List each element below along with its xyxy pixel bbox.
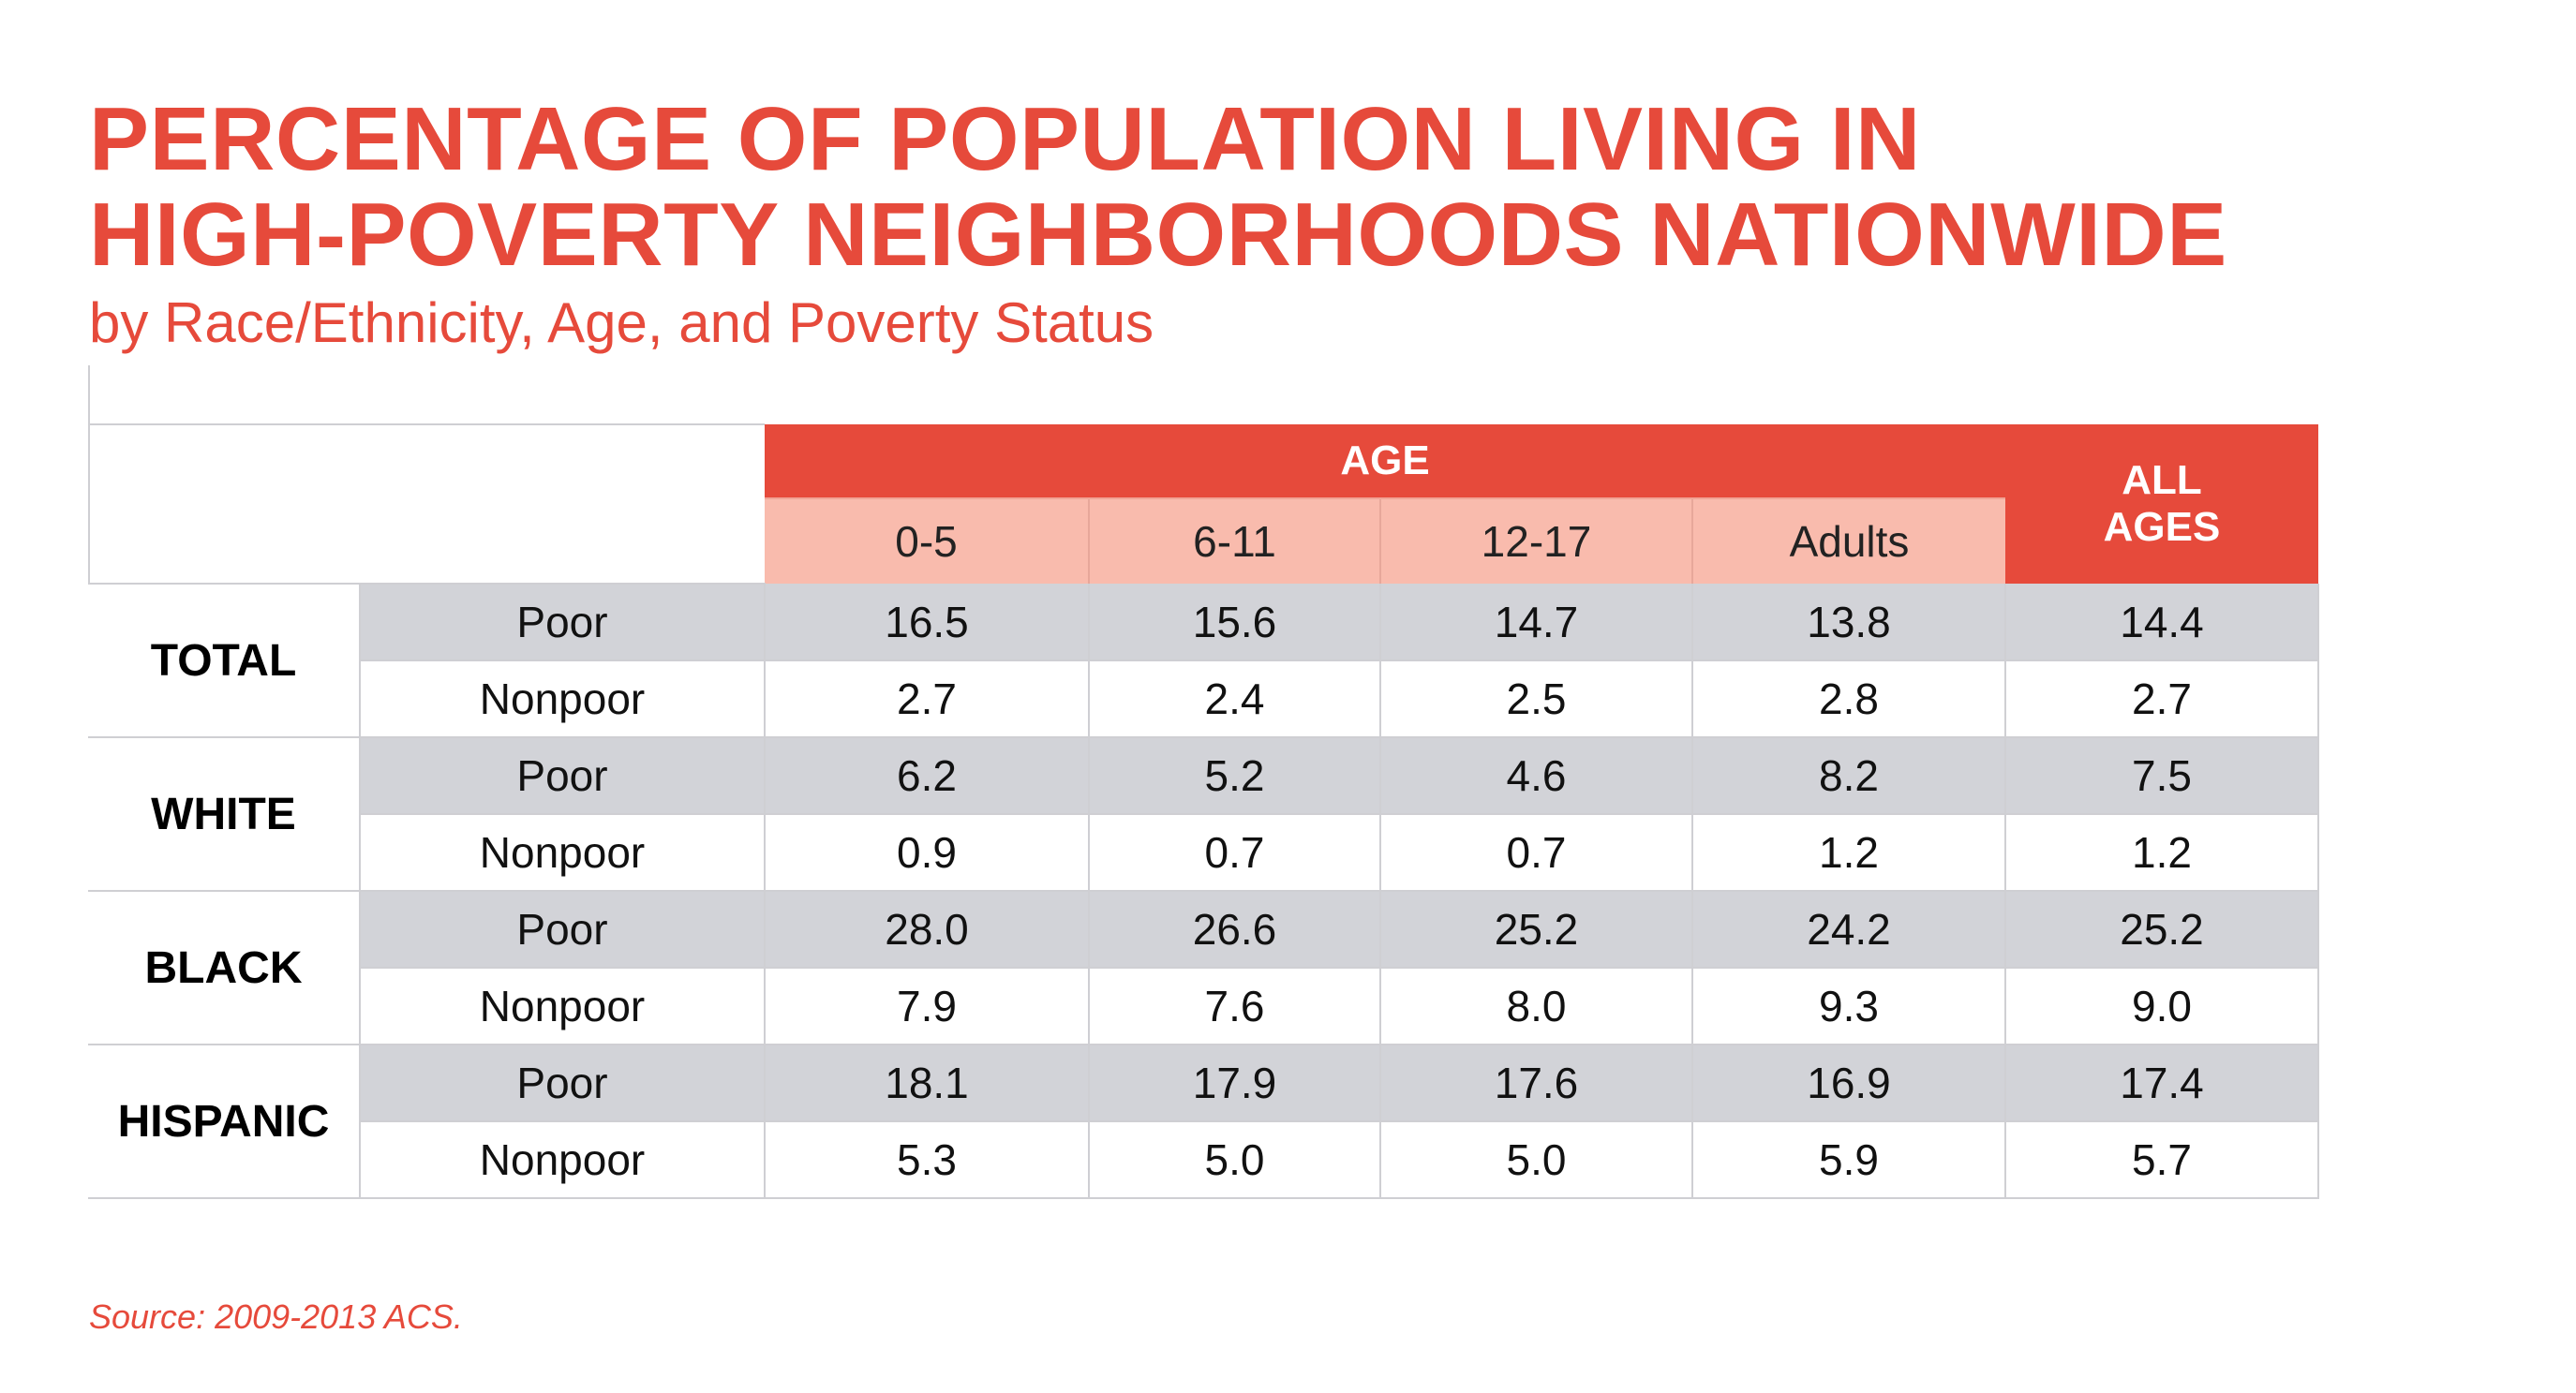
- data-cell: 2.8: [1691, 660, 2005, 738]
- all-ages-cell: 1.2: [2004, 814, 2319, 892]
- all-ages-cell: 25.2: [2004, 891, 2319, 969]
- table-body: TOTAL Poor 16.5 15.6 14.7 13.8 14.4 Nonp…: [88, 584, 2319, 1199]
- data-cell: 13.8: [1691, 584, 2005, 661]
- data-cell: 17.6: [1379, 1045, 1692, 1122]
- data-cell: 2.4: [1088, 660, 1380, 738]
- status-label: Nonpoor: [359, 1121, 765, 1199]
- table-row: Nonpoor 7.9 7.6 8.0 9.3 9.0: [88, 968, 2319, 1045]
- all-ages-header-line-2: AGES: [2103, 504, 2221, 550]
- column-header-adults: Adults: [1691, 498, 2005, 584]
- data-cell: 0.7: [1088, 814, 1380, 892]
- data-cell: 5.0: [1379, 1121, 1692, 1199]
- chart-title: PERCENTAGE OF POPULATION LIVING IN HIGH-…: [89, 92, 2227, 283]
- data-cell: 7.9: [764, 968, 1089, 1045]
- all-ages-cell: 14.4: [2004, 584, 2319, 661]
- status-label: Poor: [359, 584, 765, 661]
- data-cell: 7.6: [1088, 968, 1380, 1045]
- all-ages-cell: 2.7: [2004, 660, 2319, 738]
- group-label-black: BLACK: [88, 891, 360, 1045]
- group-label-hispanic: HISPANIC: [88, 1045, 360, 1199]
- data-cell: 17.9: [1088, 1045, 1380, 1122]
- all-ages-cell: 7.5: [2004, 737, 2319, 815]
- chart-title-line-2: HIGH-POVERTY NEIGHBORHOODS NATIONWIDE: [89, 185, 2227, 285]
- data-cell: 14.7: [1379, 584, 1692, 661]
- status-label: Nonpoor: [359, 814, 765, 892]
- data-cell: 2.5: [1379, 660, 1692, 738]
- data-cell: 26.6: [1088, 891, 1380, 969]
- table-row: HISPANIC Poor 18.1 17.9 17.6 16.9 17.4: [88, 1045, 2319, 1199]
- group-label-white: WHITE: [88, 737, 360, 892]
- data-cell: 2.7: [764, 660, 1089, 738]
- table-row: WHITE Poor 6.2 5.2 4.6 8.2 7.5: [88, 737, 2319, 892]
- data-cell: 5.9: [1691, 1121, 2005, 1199]
- all-ages-cell: 5.7: [2004, 1121, 2319, 1199]
- column-header-6-11: 6-11: [1088, 498, 1380, 584]
- data-cell: 8.2: [1691, 737, 2005, 815]
- status-label: Nonpoor: [359, 660, 765, 738]
- chart-title-line-1: PERCENTAGE OF POPULATION LIVING IN: [89, 89, 1921, 189]
- data-cell: 5.2: [1088, 737, 1380, 815]
- source-note: Source: 2009-2013 ACS.: [89, 1297, 463, 1336]
- data-cell: 6.2: [764, 737, 1089, 815]
- data-cell: 8.0: [1379, 968, 1692, 1045]
- all-ages-cell: 9.0: [2004, 968, 2319, 1045]
- column-header-12-17: 12-17: [1379, 498, 1692, 584]
- table-row: BLACK Poor 28.0 26.6 25.2 24.2 25.2: [88, 891, 2319, 1045]
- data-cell: 25.2: [1379, 891, 1692, 969]
- age-group-header: AGE: [765, 424, 2005, 499]
- column-header-0-5: 0-5: [765, 498, 1089, 584]
- header-corner: [88, 423, 765, 585]
- data-cell: 0.7: [1379, 814, 1692, 892]
- status-label: Poor: [359, 891, 765, 969]
- data-cell: 5.3: [764, 1121, 1089, 1199]
- group-label-total: TOTAL: [88, 584, 360, 738]
- status-label: Poor: [359, 737, 765, 815]
- all-ages-header: ALL AGES: [2005, 424, 2318, 584]
- data-cell: 24.2: [1691, 891, 2005, 969]
- data-cell: 18.1: [764, 1045, 1089, 1122]
- data-cell: 1.2: [1691, 814, 2005, 892]
- data-table: AGE ALL AGES 0-5 6-11 12-17 Adults TOTAL…: [88, 423, 2319, 1199]
- table-row: Nonpoor 2.7 2.4 2.5 2.8 2.7: [88, 660, 2319, 738]
- table-row: TOTAL Poor 16.5 15.6 14.7 13.8 14.4: [88, 584, 2319, 738]
- all-ages-cell: 17.4: [2004, 1045, 2319, 1122]
- table-row: Nonpoor 0.9 0.7 0.7 1.2 1.2: [88, 814, 2319, 892]
- status-label: Poor: [359, 1045, 765, 1122]
- data-cell: 15.6: [1088, 584, 1380, 661]
- table-row: Nonpoor 5.3 5.0 5.0 5.9 5.7: [88, 1121, 2319, 1199]
- all-ages-header-line-1: ALL: [2122, 457, 2202, 503]
- data-cell: 4.6: [1379, 737, 1692, 815]
- data-cell: 0.9: [764, 814, 1089, 892]
- status-label: Nonpoor: [359, 968, 765, 1045]
- data-cell: 28.0: [764, 891, 1089, 969]
- data-cell: 16.9: [1691, 1045, 2005, 1122]
- chart-subtitle: by Race/Ethnicity, Age, and Poverty Stat…: [89, 291, 1154, 354]
- data-cell: 9.3: [1691, 968, 2005, 1045]
- table-header: AGE ALL AGES 0-5 6-11 12-17 Adults: [88, 423, 2318, 585]
- data-cell: 5.0: [1088, 1121, 1380, 1199]
- data-cell: 16.5: [764, 584, 1089, 661]
